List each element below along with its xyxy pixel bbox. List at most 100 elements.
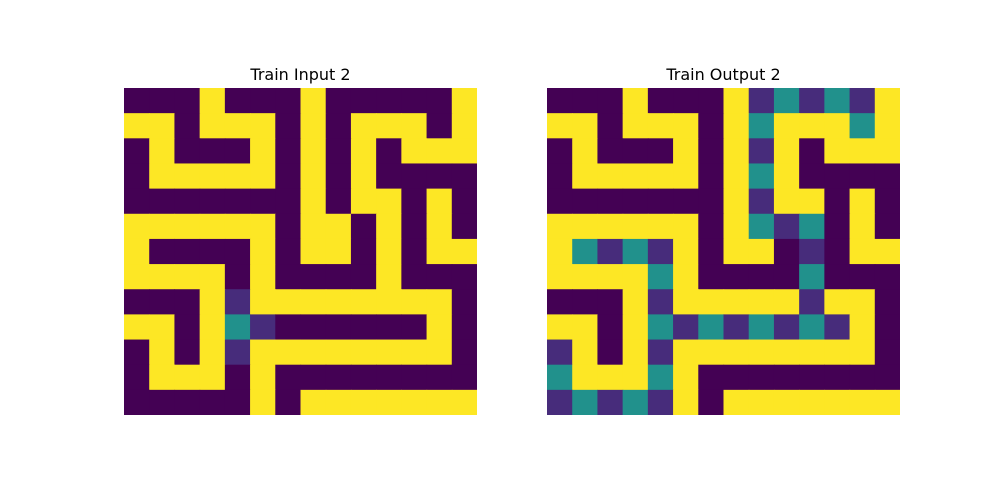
grid-cell [124,389,150,415]
grid-cell [376,339,402,366]
grid-cell [723,339,750,366]
grid-cell [824,314,851,341]
grid-cell [401,163,428,190]
grid-cell [673,264,699,290]
grid-cell [199,113,226,139]
grid-cell [647,364,674,391]
grid-cell [773,163,800,190]
grid-cell [451,264,477,290]
grid-cell [547,289,573,315]
grid-cell [426,389,453,415]
grid-cell [350,264,377,290]
grid-cell [597,213,624,240]
grid-cell [124,238,150,265]
grid-cell [224,339,251,366]
grid-cell [426,289,453,315]
grid-cell [673,238,699,265]
grid-cell [748,289,775,315]
grid-cell [350,238,377,265]
grid-cell [597,339,624,366]
grid-cell [350,138,377,165]
grid-cell [647,188,674,215]
grid-cell [698,289,725,315]
grid-cell [250,188,276,215]
grid-cell [698,188,725,215]
grid-cell [874,264,900,290]
grid-cell [572,138,599,165]
grid-cell [426,113,453,139]
grid-cell [773,289,800,315]
grid-cell [149,238,176,265]
grid-cell [174,314,201,341]
grid-cell [647,314,674,341]
grid-cell [376,264,402,290]
grid-cell [224,113,251,139]
grid-cell [572,364,599,391]
panel-title-output: Train Output 2 [666,65,781,84]
grid-cell [547,339,573,366]
grid-cell [673,314,699,341]
grid-cell [451,163,477,190]
grid-cell [174,213,201,240]
grid-cell [401,364,428,391]
grid-cell [325,289,352,315]
grid-cell [547,213,573,240]
grid-cell [124,113,150,139]
grid-cell [622,264,649,290]
grid-input [124,88,477,415]
grid-cell [597,88,624,114]
grid-cell [426,213,453,240]
grid-cell [401,289,428,315]
grid-cell [350,213,377,240]
grid-cell [773,389,800,415]
grid-cell [300,264,327,290]
grid-cell [275,213,302,240]
grid-cell [874,88,900,114]
grid-cell [350,188,377,215]
grid-cell [622,163,649,190]
grid-cell [149,113,176,139]
grid-cell [401,389,428,415]
grid-cell [547,113,573,139]
grid-cell [597,389,624,415]
grid-cell [849,163,876,190]
grid-cell [426,314,453,341]
grid-cell [673,213,699,240]
grid-cell [275,389,302,415]
grid-cell [250,163,276,190]
grid-cell [325,113,352,139]
grid-cell [300,339,327,366]
grid-cell [773,314,800,341]
grid-cell [673,364,699,391]
grid-cell [799,213,825,240]
grid-cell [698,364,725,391]
grid-cell [300,138,327,165]
grid-cell [849,339,876,366]
grid-cell [250,138,276,165]
grid-cell [874,238,900,265]
grid-cell [199,289,226,315]
grid-cell [647,138,674,165]
grid-cell [451,138,477,165]
grid-cell [174,113,201,139]
grid-cell [572,188,599,215]
grid-cell [723,364,750,391]
grid-cell [698,138,725,165]
grid-cell [572,213,599,240]
grid-cell [799,364,825,391]
grid-cell [647,238,674,265]
grid-cell [748,314,775,341]
grid-cell [597,163,624,190]
grid-cell [451,289,477,315]
grid-cell [572,264,599,290]
grid-cell [547,88,573,114]
grid-cell [673,389,699,415]
grid-cell [748,389,775,415]
grid-cell [275,289,302,315]
grid-cell [426,88,453,114]
grid-cell [325,138,352,165]
grid-cell [376,113,402,139]
grid-cell [325,389,352,415]
grid-cell [199,389,226,415]
grid-cell [300,238,327,265]
